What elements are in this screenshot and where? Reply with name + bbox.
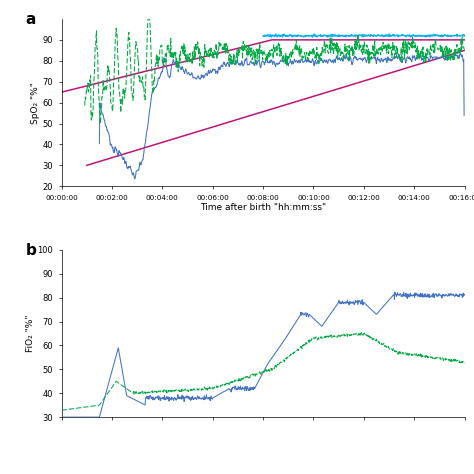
Y-axis label: SpO₂ "%": SpO₂ "%"	[31, 82, 40, 124]
Text: a: a	[26, 12, 36, 27]
Y-axis label: FiO₂ "%": FiO₂ "%"	[26, 315, 35, 352]
Text: b: b	[26, 243, 36, 258]
X-axis label: Time after birth "hh:mm:ss": Time after birth "hh:mm:ss"	[200, 203, 326, 212]
